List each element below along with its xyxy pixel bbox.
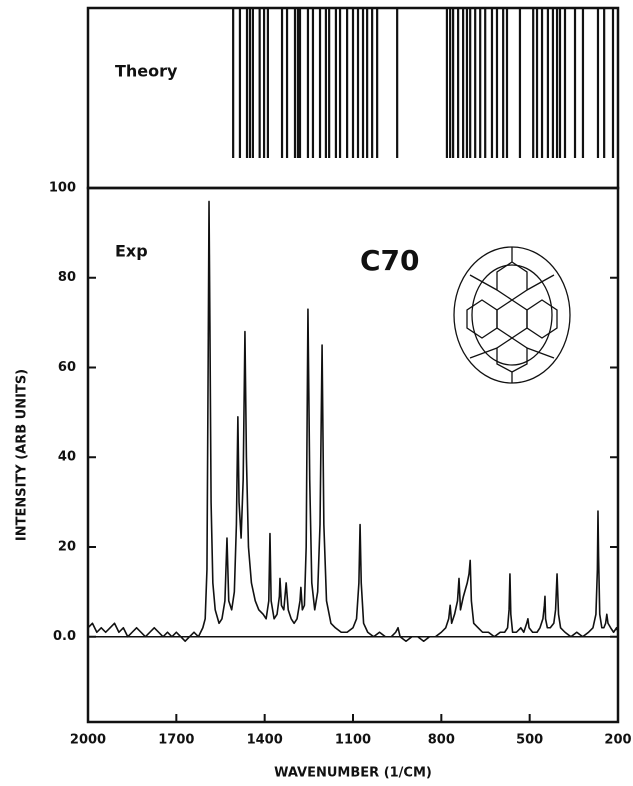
y-tick-label: 40 (58, 450, 76, 465)
theory-label: Theory (115, 62, 178, 81)
x-tick-label: 2000 (70, 733, 106, 748)
exp-label: Exp (115, 242, 148, 261)
y-tick-label: 60 (58, 360, 76, 375)
chart: Theory Exp C70 WAVENUMBER (1/CM) INTENSI… (0, 0, 633, 786)
y-tick-label: 0.0 (53, 629, 76, 644)
x-tick-label: 800 (428, 733, 455, 748)
x-tick-label: 200 (604, 733, 631, 748)
y-axis-label: INTENSITY (ARB UNITS) (15, 369, 30, 541)
x-axis-label: WAVENUMBER (1/CM) (274, 766, 432, 781)
fullerene-drawing (454, 247, 570, 383)
plot-frame (88, 188, 618, 722)
y-tick-label: 100 (49, 181, 76, 196)
x-tick-label: 1400 (247, 733, 283, 748)
spectrum-line (88, 201, 618, 641)
y-tick-label: 80 (58, 270, 76, 285)
x-tick-label: 500 (516, 733, 543, 748)
molecule-label: C70 (360, 244, 420, 277)
x-tick-label: 1700 (158, 733, 194, 748)
y-tick-label: 20 (58, 539, 76, 554)
x-tick-label: 1100 (335, 733, 371, 748)
